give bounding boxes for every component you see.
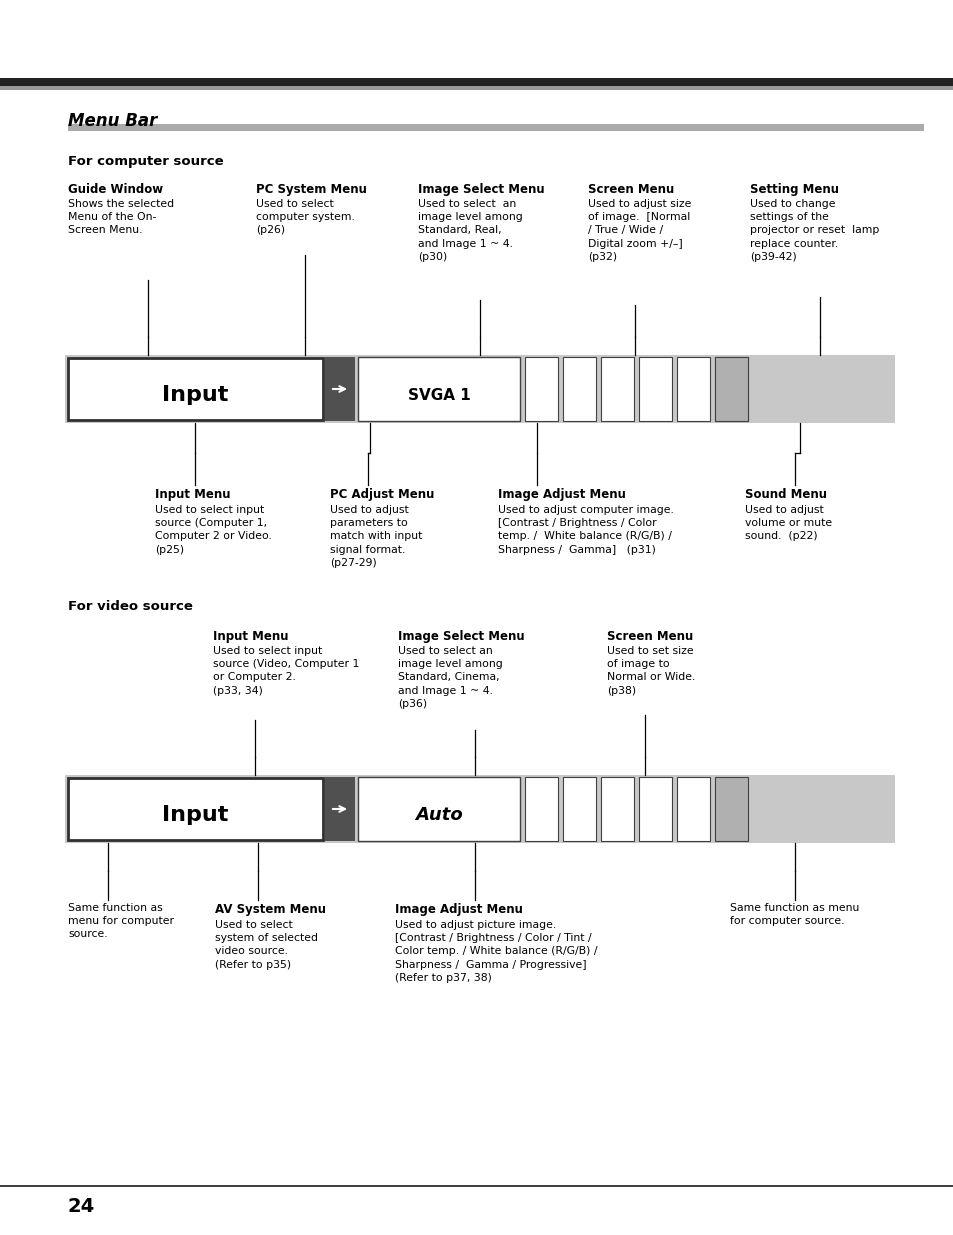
Text: Shows the selected
Menu of the On-
Screen Menu.: Shows the selected Menu of the On- Scree…	[68, 199, 174, 236]
Text: PC Adjust Menu: PC Adjust Menu	[330, 488, 434, 501]
Text: SVGA 1: SVGA 1	[407, 388, 470, 403]
Bar	[677, 357, 709, 421]
Text: Used to select
system of selected
video source.
(Refer to p35): Used to select system of selected video …	[214, 920, 317, 969]
Bar	[65, 776, 894, 844]
Text: PC System Menu: PC System Menu	[255, 183, 367, 196]
Text: Used to adjust picture image.
[Contrast / Brightness / Color / Tint /
Color temp: Used to adjust picture image. [Contrast …	[395, 920, 597, 983]
Text: Used to adjust
parameters to
match with input
signal format.
(p27-29): Used to adjust parameters to match with …	[330, 505, 422, 568]
Text: Image Adjust Menu: Image Adjust Menu	[395, 903, 522, 916]
Bar	[677, 777, 709, 841]
Bar	[357, 777, 519, 841]
Bar	[68, 124, 923, 131]
Bar	[68, 358, 323, 420]
Bar	[600, 357, 634, 421]
Text: Input: Input	[162, 805, 228, 825]
Bar	[639, 357, 671, 421]
Bar	[0, 86, 953, 90]
Text: Input: Input	[162, 385, 228, 405]
Text: Used to select an
image level among
Standard, Cinema,
and Image 1 ~ 4.
(p36): Used to select an image level among Stan…	[397, 646, 502, 709]
Text: Sound Menu: Sound Menu	[744, 488, 826, 501]
Text: Used to set size
of image to
Normal or Wide.
(p38): Used to set size of image to Normal or W…	[606, 646, 695, 695]
Text: AV System Menu: AV System Menu	[214, 903, 326, 916]
Bar	[714, 357, 747, 421]
Text: Menu Bar: Menu Bar	[68, 112, 157, 130]
Bar	[524, 777, 558, 841]
Text: Input Menu: Input Menu	[154, 488, 231, 501]
Text: For computer source: For computer source	[68, 156, 223, 168]
Bar	[639, 777, 671, 841]
Text: Used to select  an
image level among
Standard, Real,
and Image 1 ~ 4.
(p30): Used to select an image level among Stan…	[417, 199, 522, 262]
Text: Used to adjust computer image.
[Contrast / Brightness / Color
temp. /  White bal: Used to adjust computer image. [Contrast…	[497, 505, 673, 555]
Text: Image Select Menu: Image Select Menu	[397, 630, 524, 643]
Text: Used to adjust
volume or mute
sound.  (p22): Used to adjust volume or mute sound. (p2…	[744, 505, 831, 541]
Bar	[600, 777, 634, 841]
Bar	[0, 1186, 953, 1187]
Text: Used to change
settings of the
projector or reset  lamp
replace counter.
(p39-42: Used to change settings of the projector…	[749, 199, 879, 262]
Text: For video source: For video source	[68, 600, 193, 613]
Bar	[562, 777, 596, 841]
Text: Auto: Auto	[415, 806, 462, 824]
Bar	[0, 78, 953, 86]
Text: Screen Menu: Screen Menu	[587, 183, 674, 196]
Text: Image Adjust Menu: Image Adjust Menu	[497, 488, 625, 501]
Text: Used to adjust size
of image.  [Normal
/ True / Wide /
Digital zoom +/–]
(p32): Used to adjust size of image. [Normal / …	[587, 199, 691, 262]
Bar	[524, 357, 558, 421]
Text: Image Select Menu: Image Select Menu	[417, 183, 544, 196]
Bar	[562, 357, 596, 421]
Text: Input Menu: Input Menu	[213, 630, 288, 643]
Text: Setting Menu: Setting Menu	[749, 183, 838, 196]
Text: Used to select input
source (Video, Computer 1
or Computer 2.
(p33, 34): Used to select input source (Video, Comp…	[213, 646, 359, 695]
Bar	[325, 777, 355, 841]
Text: Used to select input
source (Computer 1,
Computer 2 or Video.
(p25): Used to select input source (Computer 1,…	[154, 505, 272, 555]
Bar	[68, 778, 323, 840]
Bar	[357, 357, 519, 421]
Bar	[714, 357, 747, 421]
Text: Same function as menu
for computer source.: Same function as menu for computer sourc…	[729, 903, 859, 926]
Text: Screen Menu: Screen Menu	[606, 630, 693, 643]
Bar	[325, 357, 355, 421]
Text: Same function as
menu for computer
source.: Same function as menu for computer sourc…	[68, 903, 173, 940]
Text: Guide Window: Guide Window	[68, 183, 163, 196]
Bar	[65, 354, 894, 424]
Text: Used to select
computer system.
(p26): Used to select computer system. (p26)	[255, 199, 355, 236]
Bar	[714, 777, 747, 841]
Text: 24: 24	[68, 1197, 95, 1216]
